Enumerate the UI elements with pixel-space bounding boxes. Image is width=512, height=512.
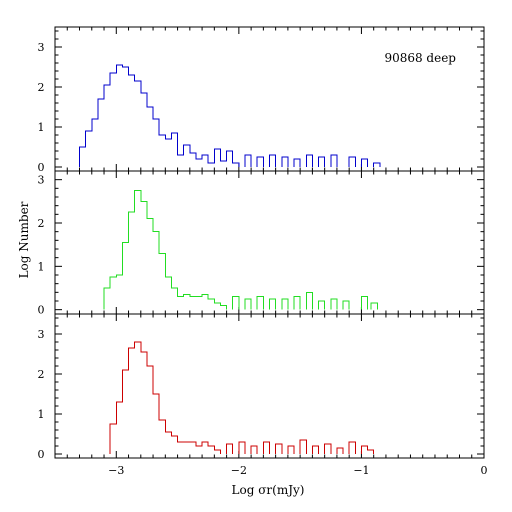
y-tick-label: 2	[38, 217, 45, 230]
panel-annotation: 90868 deep	[384, 51, 456, 65]
panel-frame	[54, 170, 485, 315]
y-tick-label: 1	[38, 408, 45, 421]
y-tick-label: 1	[38, 121, 45, 134]
panel-frame	[54, 26, 485, 172]
y-tick-label: 3	[38, 41, 45, 54]
y-tick-label: 0	[38, 161, 45, 174]
x-tick-label: −2	[231, 464, 247, 477]
x-axis-tick-labels: −3 −2 −1 0	[108, 464, 487, 477]
histogram-series-2	[103, 190, 378, 310]
y-tick-label: 2	[38, 368, 45, 381]
x-axis-label: Log σr(mJy)	[232, 483, 305, 497]
y-tick-label: 0	[38, 448, 45, 461]
y-tick-label: 3	[38, 174, 45, 187]
panel-1: 0 1 2 3 90868 deep	[38, 26, 485, 174]
x-tick-label: −1	[353, 464, 369, 477]
y-tick-label: 1	[38, 260, 45, 273]
y-axis-label: Log Number	[17, 201, 31, 278]
histogram-series-1	[79, 64, 381, 167]
panel-frame	[54, 313, 485, 459]
x-tick-label: 0	[481, 464, 488, 477]
x-tick-label: −3	[108, 464, 124, 477]
panel-3: 0 1 2 3	[38, 313, 485, 461]
histogram-series-3	[109, 341, 375, 454]
y-tick-label: 2	[38, 81, 45, 94]
panel-2: 0 1 2 3	[38, 170, 485, 317]
y-tick-label: 0	[38, 304, 45, 317]
y-tick-label: 3	[38, 328, 45, 341]
